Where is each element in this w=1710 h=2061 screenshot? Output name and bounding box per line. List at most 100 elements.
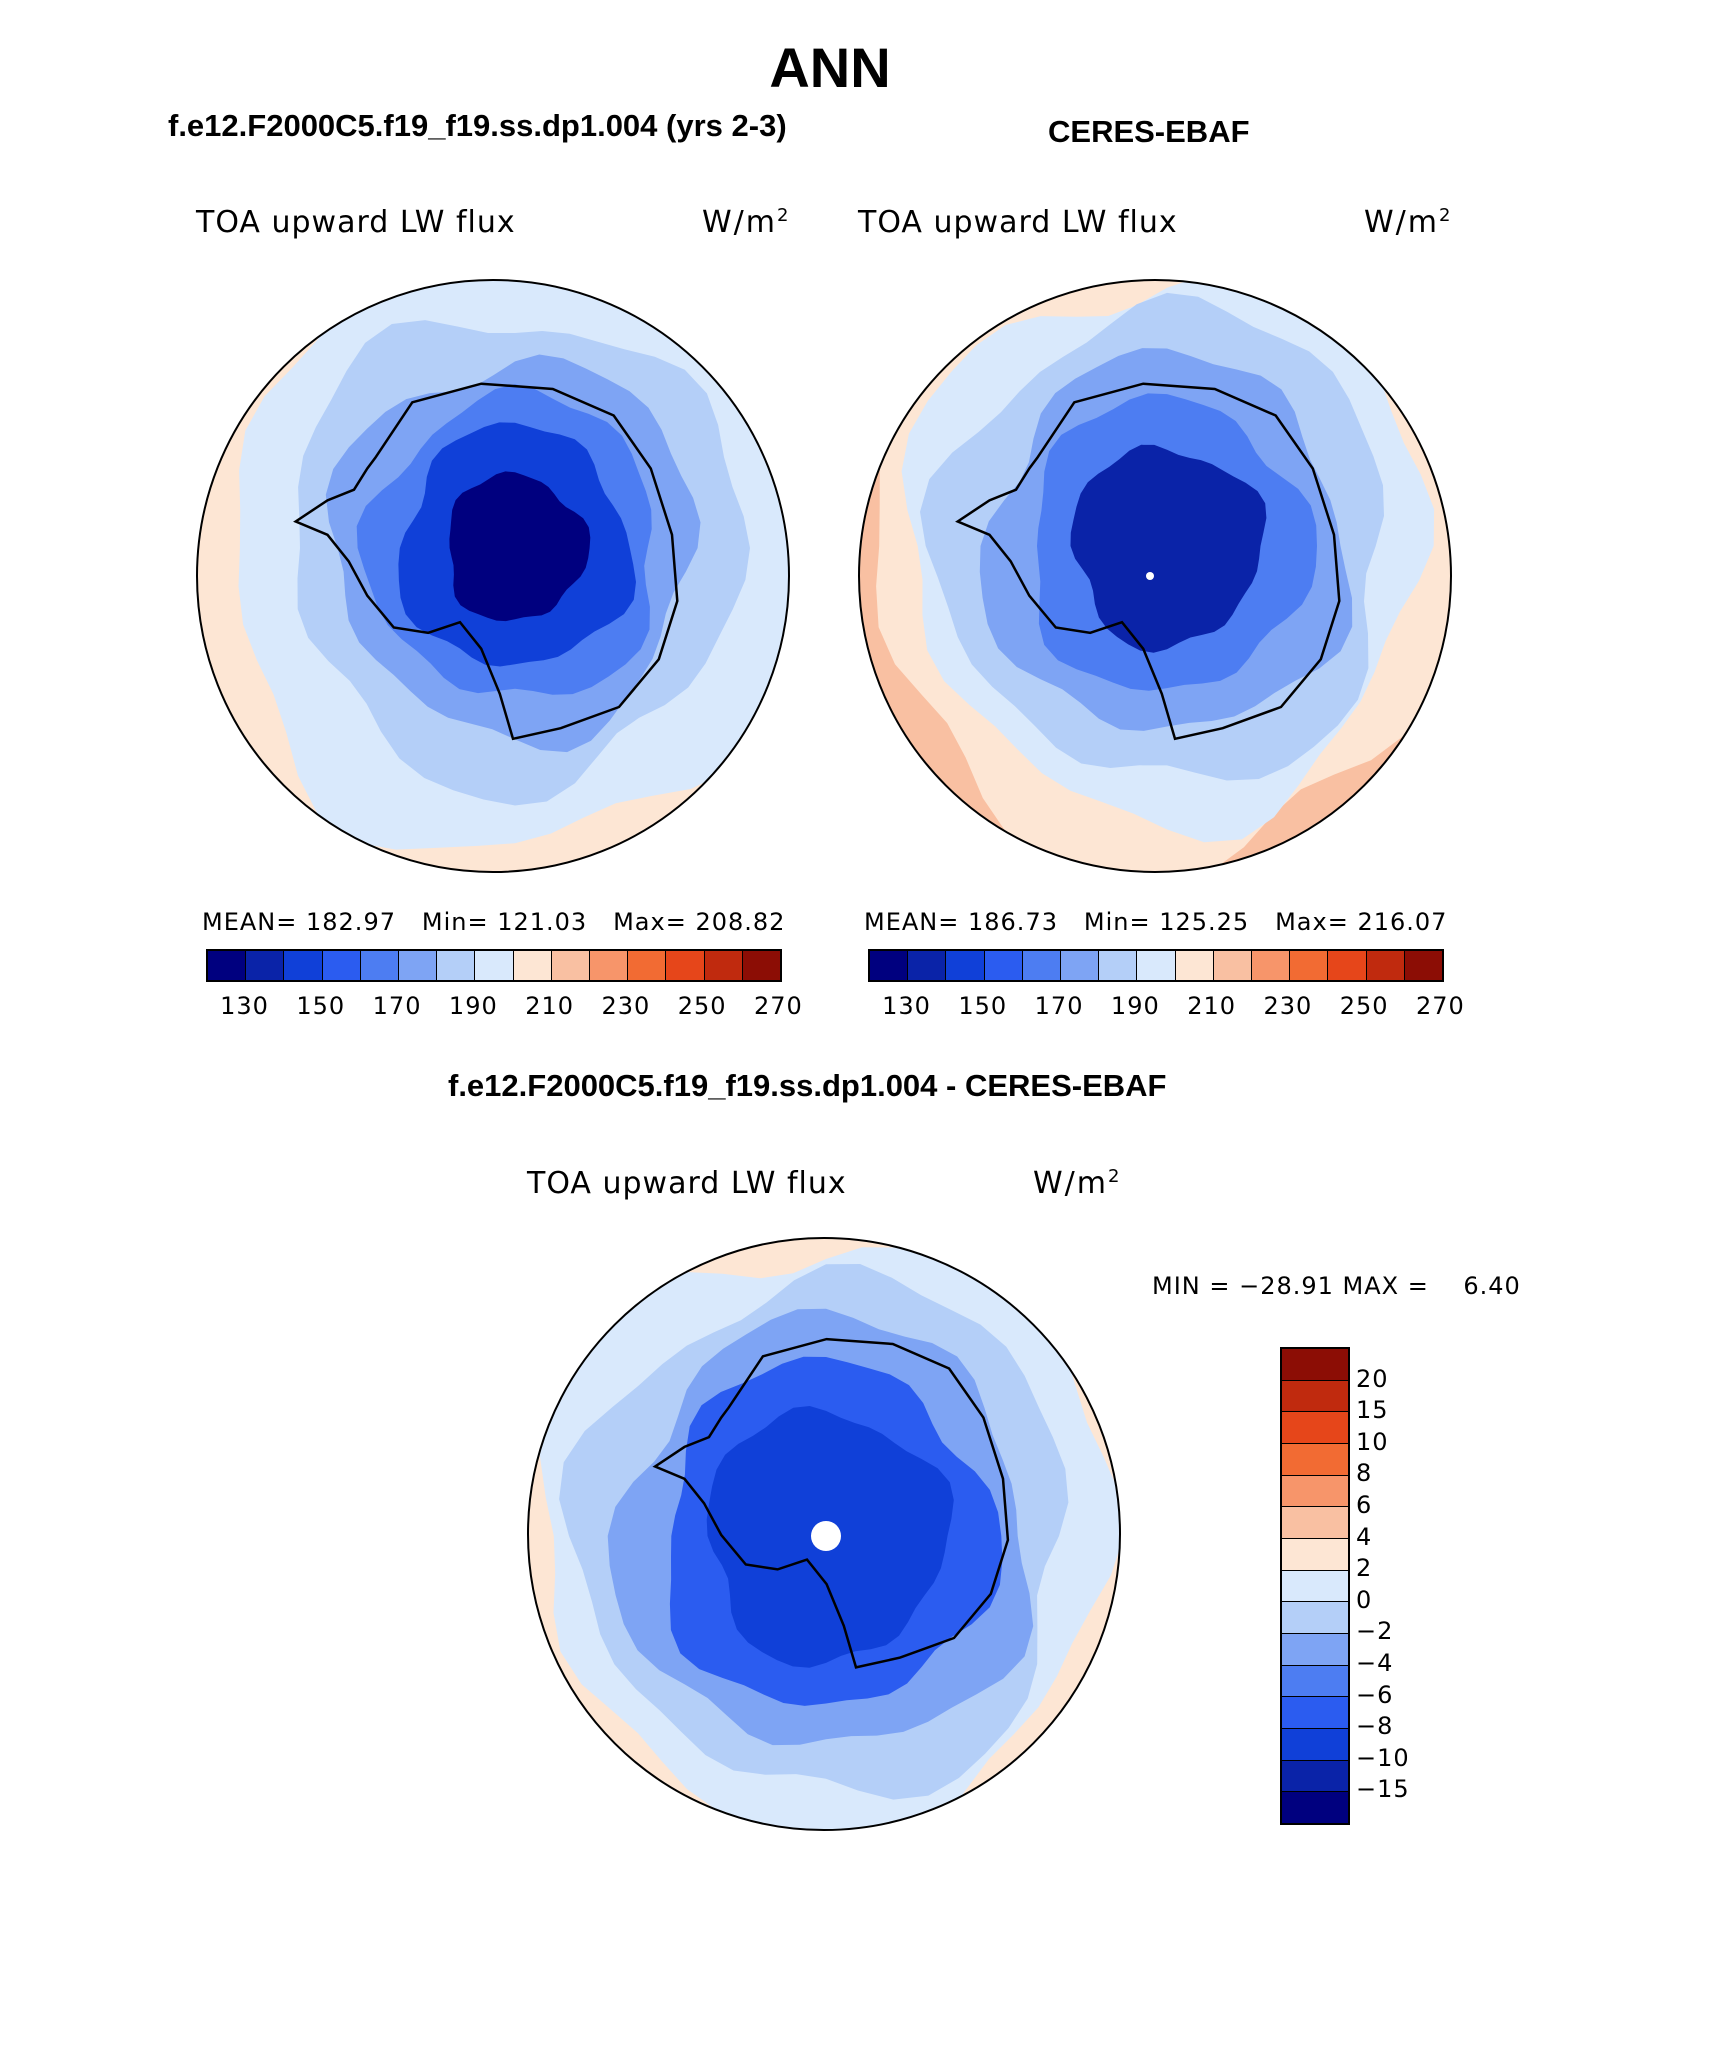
- colorbar-swatch: [1137, 951, 1176, 980]
- colorbar-swatch: [1282, 1570, 1348, 1603]
- right-units-label: W/m2: [1364, 205, 1453, 240]
- diff-map-fill: [528, 1238, 1120, 1830]
- colorbar-swatch: [475, 951, 514, 980]
- colorbar-swatch: [551, 951, 591, 980]
- right-stats: MEAN= 186.73 Min= 125.25 Max= 216.07: [864, 908, 1448, 936]
- colorbar-tick-label: −6: [1356, 1680, 1394, 1709]
- colorbar-swatch: [360, 951, 400, 980]
- colorbar-tick-label: 10: [1356, 1427, 1389, 1456]
- colorbar-swatch: [1282, 1634, 1348, 1666]
- colorbar-tick-label: 0: [1356, 1585, 1373, 1614]
- right-polar-map: [858, 279, 1452, 873]
- colorbar-swatch: [1213, 951, 1253, 980]
- colorbar-tick-label: 2: [1356, 1554, 1373, 1583]
- contour-band: [1070, 444, 1267, 653]
- colorbar-swatch: [1282, 1475, 1348, 1508]
- colorbar-tick-label: 4: [1356, 1522, 1373, 1551]
- colorbar-swatch: [628, 951, 667, 980]
- colorbar-tick-label: −2: [1356, 1617, 1394, 1646]
- colorbar-tick-label: 15: [1356, 1396, 1389, 1425]
- diff-panel-title: f.e12.F2000C5.f19_f19.ss.dp1.004 - CERES…: [448, 1068, 1167, 1103]
- colorbar-swatch: [208, 951, 247, 980]
- colorbar-tick-label: 8: [1356, 1459, 1373, 1488]
- colorbar-swatch: [399, 951, 438, 980]
- colorbar-swatch: [1404, 951, 1443, 980]
- colorbar-tick-label: 210: [1187, 992, 1236, 1020]
- colorbar-swatch: [1022, 951, 1062, 980]
- colorbar-swatch: [1290, 951, 1329, 980]
- colorbar-tick-label: 190: [448, 992, 498, 1020]
- left-map-border: [196, 279, 790, 873]
- colorbar-tick-label: 20: [1356, 1364, 1389, 1393]
- colorbar-swatch: [666, 951, 705, 980]
- colorbar-swatch: [1282, 1665, 1348, 1698]
- coastline: [955, 382, 1341, 741]
- colorbar-swatch: [513, 951, 552, 980]
- colorbar-swatch: [1061, 951, 1100, 980]
- colorbar-swatch: [870, 951, 909, 980]
- colorbar-tick-label: 270: [754, 992, 803, 1020]
- right-map-border: [858, 279, 1452, 873]
- colorbar-swatch: [1282, 1697, 1348, 1730]
- contour-band: [449, 471, 591, 622]
- colorbar-swatch: [1282, 1539, 1348, 1571]
- colorbar-swatch: [1175, 951, 1214, 980]
- left-colorbar: [206, 949, 782, 982]
- colorbar-tick-label: 230: [601, 992, 651, 1020]
- colorbar-swatch: [984, 951, 1023, 980]
- colorbar-tick-label: 250: [677, 992, 727, 1020]
- page-title: ANN: [769, 36, 891, 99]
- colorbar-tick-label: 170: [1034, 992, 1084, 1020]
- diff-units-label: W/m2: [1033, 1166, 1122, 1201]
- colorbar-tick-label: 6: [1356, 1491, 1373, 1519]
- colorbar-swatch: [1366, 951, 1405, 980]
- colorbar-swatch: [590, 951, 629, 980]
- colorbar-tick-label: 210: [525, 992, 574, 1020]
- right-panel-title: CERES-EBAF: [1048, 114, 1250, 149]
- left-stats: MEAN= 182.97 Min= 121.03 Max= 208.82: [202, 908, 786, 936]
- left-variable-label: TOA upward LW flux: [196, 205, 516, 240]
- right-variable-label: TOA upward LW flux: [858, 205, 1178, 240]
- colorbar-tick-label: −8: [1356, 1712, 1394, 1741]
- left-units-label: W/m2: [702, 205, 791, 240]
- colorbar-swatch: [1252, 951, 1291, 980]
- colorbar-tick-label: 150: [296, 992, 346, 1020]
- colorbar-swatch: [1282, 1444, 1348, 1476]
- right-map-fill: [859, 280, 1451, 872]
- colorbar-tick-label: 250: [1339, 992, 1389, 1020]
- diff-variable-label: TOA upward LW flux: [527, 1166, 847, 1201]
- colorbar-tick-label: 230: [1263, 992, 1313, 1020]
- pole-marker: [1146, 572, 1154, 580]
- colorbar-swatch: [437, 951, 476, 980]
- left-map-fill: [197, 280, 789, 872]
- colorbar-tick-label: 190: [1110, 992, 1160, 1020]
- colorbar-tick-label: 270: [1416, 992, 1465, 1020]
- colorbar-swatch: [1282, 1412, 1348, 1445]
- colorbar-swatch: [704, 951, 743, 980]
- colorbar-swatch: [1282, 1380, 1348, 1413]
- colorbar-tick-label: 130: [882, 992, 931, 1020]
- colorbar-swatch: [1099, 951, 1138, 980]
- diff-map-border: [527, 1237, 1121, 1831]
- colorbar-swatch: [284, 951, 323, 980]
- right-colorbar: [868, 949, 1444, 982]
- colorbar-swatch: [246, 951, 285, 980]
- colorbar-swatch: [1282, 1760, 1348, 1793]
- coastline: [652, 1337, 1010, 1669]
- colorbar-tick-label: 170: [372, 992, 422, 1020]
- colorbar-tick-label: −15: [1356, 1775, 1410, 1804]
- colorbar-tick-label: 150: [958, 992, 1008, 1020]
- left-panel-title: f.e12.F2000C5.f19_f19.ss.dp1.004 (yrs 2-…: [168, 108, 787, 143]
- colorbar-swatch: [908, 951, 947, 980]
- colorbar-swatch: [322, 951, 361, 980]
- pole-marker: [811, 1521, 841, 1551]
- colorbar-swatch: [742, 951, 781, 980]
- colorbar-tick-label: −10: [1356, 1743, 1410, 1772]
- colorbar-swatch: [1282, 1729, 1348, 1761]
- colorbar-swatch: [1282, 1602, 1348, 1635]
- colorbar-swatch: [1282, 1349, 1348, 1381]
- colorbar-swatch: [1282, 1792, 1348, 1824]
- colorbar-swatch: [946, 951, 985, 980]
- colorbar-tick-label: 130: [220, 992, 269, 1020]
- colorbar-swatch: [1282, 1507, 1348, 1540]
